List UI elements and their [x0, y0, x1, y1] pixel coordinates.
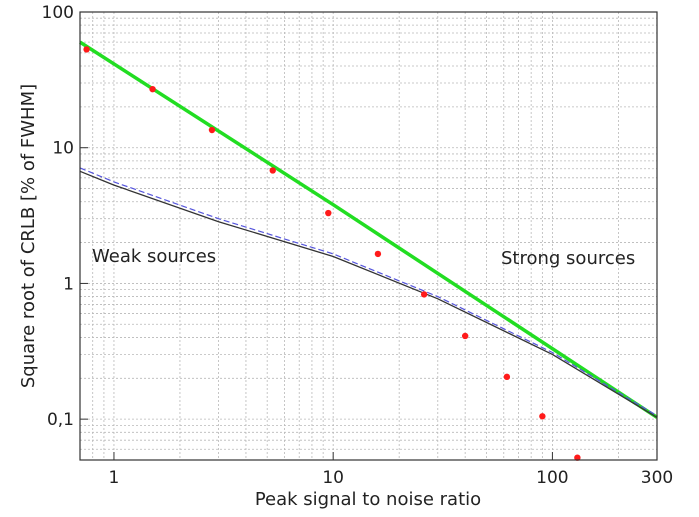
annotation-strong-sources: Strong sources [501, 248, 635, 269]
y-tick-label: 0,1 [47, 410, 74, 430]
data-point [270, 167, 276, 173]
series-line-1 [80, 171, 657, 417]
data-point [504, 374, 510, 380]
data-point [421, 291, 427, 297]
y-axis-label: Square root of CRLB [% of FWHM] [18, 84, 39, 388]
data-point [83, 46, 89, 52]
y-tick-label: 100 [42, 3, 74, 23]
grid [80, 12, 657, 460]
data-point [462, 333, 468, 339]
x-tick-label: 10 [322, 468, 344, 488]
annotation-weak-sources: Weak sources [92, 246, 216, 267]
x-axis-label: Peak signal to noise ratio [255, 489, 481, 510]
series-line-0 [80, 42, 657, 417]
data-point [325, 210, 331, 216]
x-tick-label: 100 [536, 468, 568, 488]
y-tick-label: 10 [52, 139, 74, 159]
x-tick-label: 300 [641, 468, 673, 488]
x-tick-label: 1 [109, 468, 120, 488]
data-point [209, 127, 215, 133]
plot-frame [80, 12, 657, 460]
data-point [539, 413, 545, 419]
y-tick-label: 1 [63, 274, 74, 294]
data-point [375, 251, 381, 257]
data-point [149, 86, 155, 92]
